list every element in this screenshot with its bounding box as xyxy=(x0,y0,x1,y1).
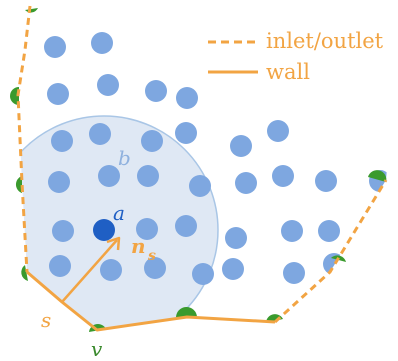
fluid-particles xyxy=(44,32,391,285)
particle xyxy=(137,165,159,187)
particle xyxy=(272,165,294,187)
label-v: v xyxy=(91,337,103,361)
particle xyxy=(47,83,69,105)
legend-wall-label: wall xyxy=(266,60,310,84)
particle xyxy=(89,123,111,145)
particle xyxy=(141,130,163,152)
normal-vector-arrowhead xyxy=(106,236,121,251)
particle xyxy=(267,120,289,142)
wall-particle xyxy=(15,176,22,193)
particle xyxy=(175,122,197,144)
particle xyxy=(230,135,252,157)
wall-vertex-particles xyxy=(10,8,387,332)
legend-inlet-outlet-label: inlet/outlet xyxy=(266,29,384,53)
label-s: s xyxy=(41,308,51,332)
particle xyxy=(315,170,337,192)
particle xyxy=(192,263,214,285)
normal-vector-line xyxy=(61,239,118,303)
outlet-boundary xyxy=(273,179,388,324)
particle xyxy=(136,218,158,240)
particle xyxy=(97,74,119,96)
particle xyxy=(222,258,244,280)
legend: inlet/outlet wall xyxy=(208,29,384,84)
particle xyxy=(98,165,120,187)
wall-particle xyxy=(175,306,197,318)
particle xyxy=(189,175,211,197)
wall-particle xyxy=(21,265,28,281)
label-n-subscript: s xyxy=(148,248,156,264)
wall-particle xyxy=(25,8,38,13)
particle xyxy=(49,255,71,277)
center-particle-a xyxy=(93,219,115,241)
particle xyxy=(283,262,305,284)
particle xyxy=(100,259,122,281)
particle xyxy=(91,32,113,54)
particle xyxy=(48,171,70,193)
particle xyxy=(175,215,197,237)
particle xyxy=(318,220,340,242)
label-n: n xyxy=(131,234,146,258)
label-a: a xyxy=(113,201,125,225)
wall-boundary xyxy=(26,270,276,332)
particle xyxy=(44,36,66,58)
particle xyxy=(281,220,303,242)
particle xyxy=(51,130,73,152)
particle xyxy=(144,257,166,279)
label-b: b xyxy=(118,146,131,170)
particle xyxy=(225,227,247,249)
inlet-boundary xyxy=(16,5,32,273)
wall-particle xyxy=(368,170,387,182)
particle xyxy=(235,172,257,194)
particle xyxy=(52,220,74,242)
wall-particle xyxy=(10,87,19,105)
particle xyxy=(176,87,198,109)
particle xyxy=(145,80,167,102)
